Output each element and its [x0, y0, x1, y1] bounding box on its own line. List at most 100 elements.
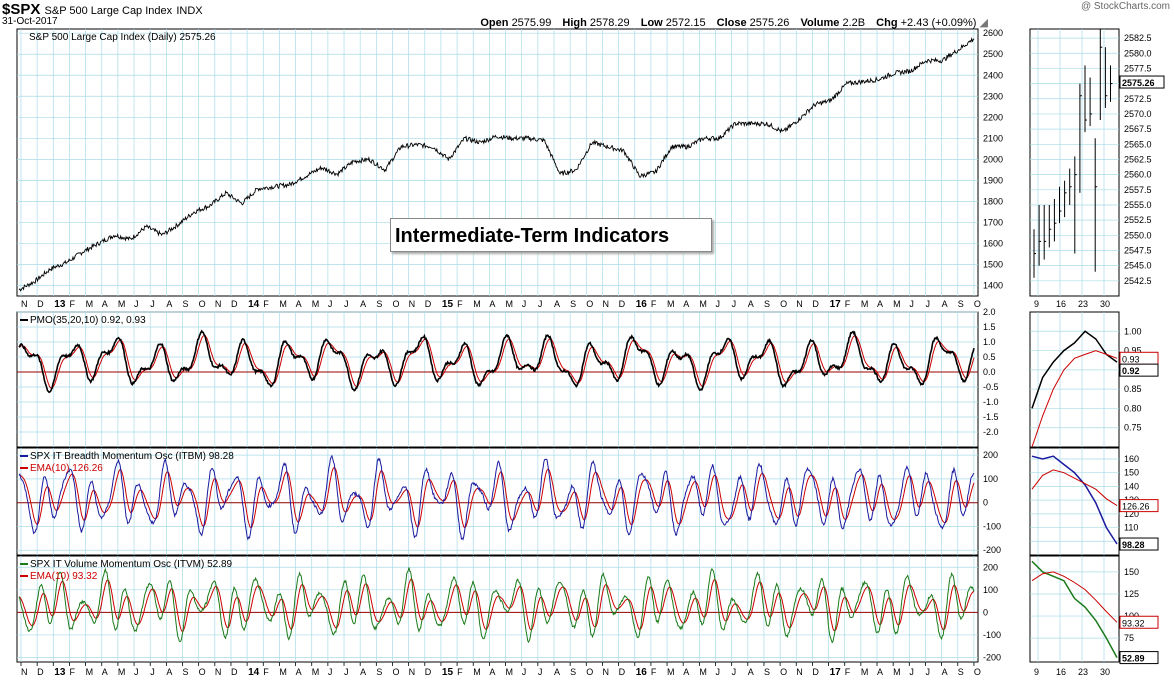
- x-tick-label: J: [732, 667, 737, 677]
- open-value: 2575.99: [511, 17, 552, 29]
- x-tick-label: J: [134, 667, 139, 677]
- zoom-y-tick-label: 2570.0: [1124, 109, 1152, 119]
- ema-legend: EMA(10) 93.32: [30, 571, 98, 582]
- zoom-y-tick-label: 2562.5: [1124, 154, 1152, 164]
- x-tick-label-top: M: [667, 299, 675, 309]
- y-tick-label: 1700: [983, 217, 1003, 227]
- x-tick-label: N: [796, 667, 803, 677]
- x-tick-label: S: [764, 667, 770, 677]
- x-tick-label: 14: [248, 667, 260, 678]
- last-value-label: 98.28: [1122, 540, 1145, 550]
- y-tick-label: 0: [983, 498, 988, 508]
- collapse-arrow-icon[interactable]: ◢: [979, 17, 988, 29]
- y-tick-label: 2300: [983, 91, 1003, 101]
- y-tick-label: 1600: [983, 238, 1003, 248]
- zoom-x-tick-label-top: 16: [1056, 299, 1066, 309]
- y-tick-label: 100: [983, 585, 998, 595]
- x-tick-label-top: S: [183, 299, 189, 309]
- panel-1: -2.0 -1.5 -1.0 -0.5 0.0 0.5 1.0 1.5 2.0 0.75 0.80 0…: [16, 307, 1159, 448]
- price-line: [18, 37, 975, 292]
- x-tick-label-top: A: [748, 299, 754, 309]
- y-tick-label: 2000: [983, 154, 1003, 164]
- y-tick-label: 0.0: [983, 367, 996, 377]
- osc-line: [18, 454, 975, 541]
- x-tick-label-top: J: [344, 299, 349, 309]
- x-tick-label-top: A: [877, 299, 883, 309]
- x-tick-label-top: S: [764, 299, 770, 309]
- last-price-label: 2575.26: [1122, 78, 1155, 88]
- zoom-signal-line: [1031, 350, 1118, 448]
- zoom-ema-line: [1031, 571, 1118, 623]
- x-tick-label: S: [183, 667, 189, 677]
- x-tick-label-top: M: [861, 299, 869, 309]
- low-value: 2572.15: [665, 17, 706, 29]
- x-tick-label-top: A: [942, 299, 948, 309]
- zoom-y-tick-label: 75: [1124, 633, 1134, 643]
- x-tick-label: M: [667, 667, 675, 677]
- x-tick-label-top: J: [732, 299, 737, 309]
- last-value-label: 52.89: [1122, 654, 1145, 664]
- brand-label: @ StockCharts.com: [1080, 1, 1170, 12]
- x-tick-label-top: M: [506, 299, 514, 309]
- x-tick-label: M: [473, 667, 481, 677]
- x-tick-label-top: M: [473, 299, 481, 309]
- x-tick-label-top: J: [328, 299, 333, 309]
- x-tick-label: S: [958, 667, 964, 677]
- x-tick-label: O: [586, 667, 593, 677]
- x-tick-label-top: M: [118, 299, 126, 309]
- zoom-y-tick-label: 2565.0: [1124, 139, 1152, 149]
- zoom-frame: [1029, 311, 1120, 448]
- x-tick-label-top: M: [312, 299, 320, 309]
- x-tick-label: F: [651, 667, 657, 677]
- panel-frame: [16, 28, 979, 297]
- zoom-y-tick-label: 2582.5: [1124, 33, 1152, 43]
- volume-label: Volume: [800, 17, 840, 29]
- osc-line: [18, 329, 975, 394]
- osc-legend: SPX IT Volume Momentum Osc (ITVM) 52.89: [30, 559, 233, 570]
- high-value: 2578.29: [589, 17, 630, 29]
- last-value-box: [1119, 499, 1159, 513]
- zoom-itbm-line: [1031, 455, 1118, 545]
- x-tick-label-top: F: [69, 299, 75, 309]
- zoom-x-tick-label-top: 30: [1100, 299, 1110, 309]
- x-tick-label: M: [118, 667, 126, 677]
- volume-value: 2.2B: [842, 17, 866, 29]
- x-tick-label-top: D: [425, 299, 432, 309]
- x-tick-label: F: [69, 667, 75, 677]
- ema-legend: EMA(10) 126.26: [30, 463, 103, 474]
- x-tick-label: 16: [636, 667, 648, 678]
- x-tick-label: F: [263, 667, 269, 677]
- y-tick-label: -100: [983, 521, 1001, 531]
- x-tick-label-top: O: [780, 299, 787, 309]
- x-tick-label: M: [86, 667, 94, 677]
- x-tick-label-top: J: [909, 299, 914, 309]
- x-tick-label: D: [231, 667, 238, 677]
- y-tick-label: 1800: [983, 196, 1003, 206]
- close-value: 2575.26: [749, 17, 790, 29]
- x-tick-label-top: A: [360, 299, 366, 309]
- x-tick-label-top: F: [457, 299, 463, 309]
- last-value-box: [1119, 537, 1159, 551]
- y-tick-label: 2600: [983, 28, 1003, 38]
- y-tick-label: 200: [983, 450, 998, 460]
- chg-label: Chg: [876, 17, 898, 29]
- x-tick-label-top: O: [974, 299, 981, 309]
- x-tick-label: 13: [54, 667, 66, 678]
- exchange: INDX: [176, 5, 203, 17]
- zoom-x-tick-label-top: 9: [1034, 299, 1039, 309]
- zoom-y-tick-label: 0.75: [1124, 423, 1142, 433]
- zoom-y-tick-label: 140: [1124, 481, 1139, 491]
- zoom-y-tick-label: 2555.0: [1124, 200, 1152, 210]
- panel-frame: [16, 555, 979, 663]
- x-tick-label-top: A: [166, 299, 172, 309]
- x-tick-label: J: [909, 667, 914, 677]
- x-tick-label: M: [893, 667, 901, 677]
- x-tick-label: A: [877, 667, 883, 677]
- osc-legend: SPX IT Breadth Momentum Osc (ITBM) 98.28: [30, 451, 234, 462]
- annotation-box: Intermediate-Term Indicators: [390, 218, 712, 252]
- x-tick-label-top: 16: [636, 299, 648, 310]
- y-tick-label: 1.5: [983, 322, 996, 332]
- x-tick-label-top: N: [796, 299, 803, 309]
- x-tick-label-top: S: [376, 299, 382, 309]
- zoom-y-tick-label: 125: [1124, 589, 1139, 599]
